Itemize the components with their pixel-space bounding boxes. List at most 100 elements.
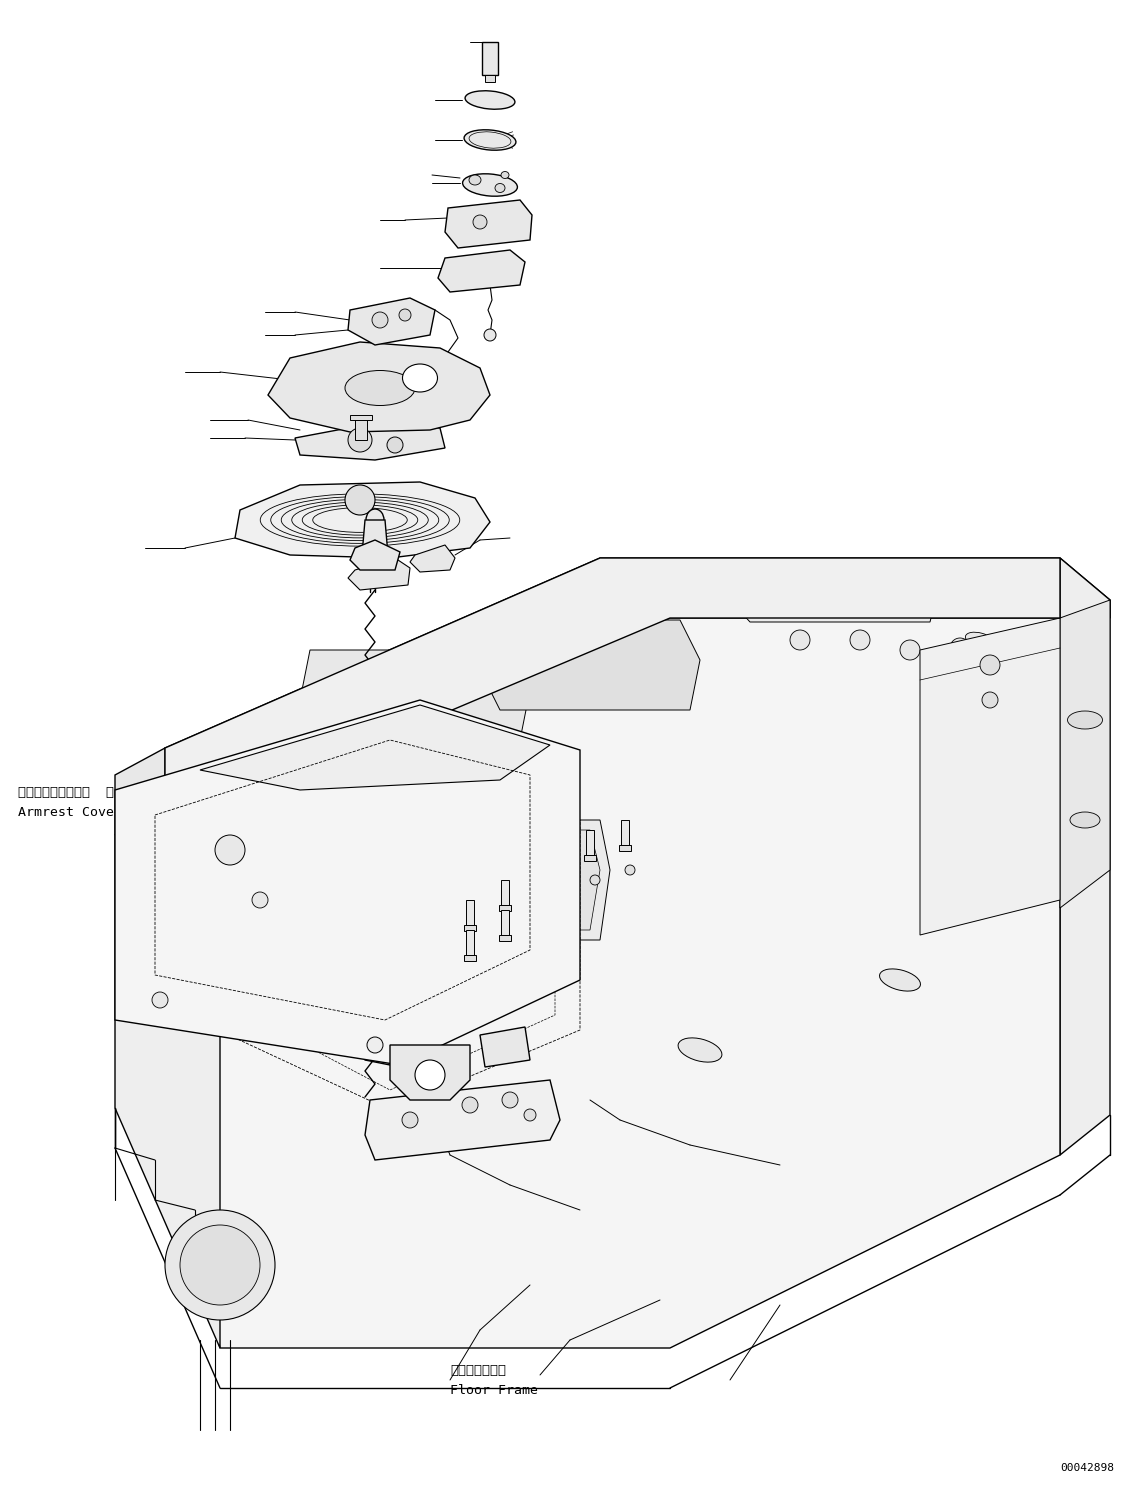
Polygon shape <box>350 415 372 420</box>
Polygon shape <box>365 1080 560 1160</box>
Circle shape <box>214 835 245 865</box>
Polygon shape <box>465 925 476 931</box>
Polygon shape <box>621 820 629 844</box>
Circle shape <box>850 630 871 651</box>
Polygon shape <box>301 651 530 740</box>
Text: Armrest Cover R.H.: Armrest Cover R.H. <box>18 806 162 819</box>
Polygon shape <box>466 899 474 925</box>
Circle shape <box>484 329 496 341</box>
Polygon shape <box>479 619 700 710</box>
Circle shape <box>473 214 487 229</box>
Circle shape <box>415 1060 445 1090</box>
Circle shape <box>212 972 268 1027</box>
Polygon shape <box>340 829 600 931</box>
Circle shape <box>180 1225 260 1304</box>
Ellipse shape <box>345 371 415 405</box>
Polygon shape <box>479 1027 530 1068</box>
Circle shape <box>223 983 258 1018</box>
Circle shape <box>832 578 848 593</box>
Polygon shape <box>390 1045 470 1100</box>
Circle shape <box>812 587 828 603</box>
Polygon shape <box>920 618 1060 935</box>
Polygon shape <box>295 421 445 460</box>
Ellipse shape <box>462 174 517 197</box>
Ellipse shape <box>475 1087 524 1114</box>
Polygon shape <box>501 910 509 935</box>
Circle shape <box>962 587 978 603</box>
Polygon shape <box>165 558 1060 809</box>
Circle shape <box>348 427 372 453</box>
Circle shape <box>772 578 788 593</box>
Circle shape <box>165 1211 275 1321</box>
Polygon shape <box>362 520 388 555</box>
Circle shape <box>982 692 998 707</box>
Ellipse shape <box>1070 812 1100 828</box>
Text: フロアフレーム: フロアフレーム <box>450 1364 506 1376</box>
Polygon shape <box>165 558 1110 809</box>
Circle shape <box>791 597 807 613</box>
Polygon shape <box>499 935 512 941</box>
Polygon shape <box>499 905 512 911</box>
Ellipse shape <box>403 363 437 392</box>
Circle shape <box>625 865 635 876</box>
Circle shape <box>790 630 810 651</box>
Circle shape <box>852 593 868 608</box>
Polygon shape <box>115 700 580 1065</box>
Ellipse shape <box>366 509 384 532</box>
Polygon shape <box>619 844 631 852</box>
Circle shape <box>153 992 167 1008</box>
Polygon shape <box>729 561 941 622</box>
Circle shape <box>252 928 268 943</box>
Polygon shape <box>1060 600 1110 908</box>
Circle shape <box>401 1112 418 1129</box>
Polygon shape <box>584 855 596 861</box>
Circle shape <box>345 485 375 515</box>
Ellipse shape <box>465 130 516 150</box>
Ellipse shape <box>880 969 920 992</box>
Circle shape <box>524 1109 536 1121</box>
Circle shape <box>502 1091 518 1108</box>
Text: アームレストカバー  右: アームレストカバー 右 <box>18 786 114 800</box>
Polygon shape <box>350 541 400 570</box>
Circle shape <box>462 1097 478 1112</box>
Polygon shape <box>466 931 474 954</box>
Polygon shape <box>348 558 409 590</box>
Ellipse shape <box>1068 712 1102 730</box>
Circle shape <box>399 310 411 322</box>
Ellipse shape <box>469 176 481 185</box>
Polygon shape <box>165 618 1060 1348</box>
Ellipse shape <box>496 183 505 192</box>
Circle shape <box>252 892 268 908</box>
Polygon shape <box>438 250 525 292</box>
Polygon shape <box>445 200 532 249</box>
Ellipse shape <box>966 633 994 648</box>
Text: 00042898: 00042898 <box>1060 1464 1114 1473</box>
Circle shape <box>312 862 328 879</box>
Polygon shape <box>235 482 490 558</box>
Circle shape <box>912 593 928 608</box>
Ellipse shape <box>977 588 1022 612</box>
Polygon shape <box>115 747 165 835</box>
Text: Floor Frame: Floor Frame <box>450 1383 538 1397</box>
Circle shape <box>990 590 1011 610</box>
Polygon shape <box>200 704 551 791</box>
Circle shape <box>752 582 768 599</box>
Polygon shape <box>482 42 498 74</box>
Ellipse shape <box>465 91 515 109</box>
Polygon shape <box>268 342 490 432</box>
Circle shape <box>367 1036 383 1053</box>
Polygon shape <box>501 880 509 905</box>
Polygon shape <box>485 74 496 82</box>
Polygon shape <box>1060 558 1110 1155</box>
Polygon shape <box>356 420 367 441</box>
Circle shape <box>950 637 970 658</box>
Ellipse shape <box>678 1038 721 1062</box>
Circle shape <box>387 436 403 453</box>
Polygon shape <box>465 954 476 960</box>
Circle shape <box>590 876 600 884</box>
Circle shape <box>900 640 920 660</box>
Circle shape <box>980 655 1000 675</box>
Polygon shape <box>348 298 435 345</box>
Polygon shape <box>115 809 220 1348</box>
Circle shape <box>863 582 877 599</box>
